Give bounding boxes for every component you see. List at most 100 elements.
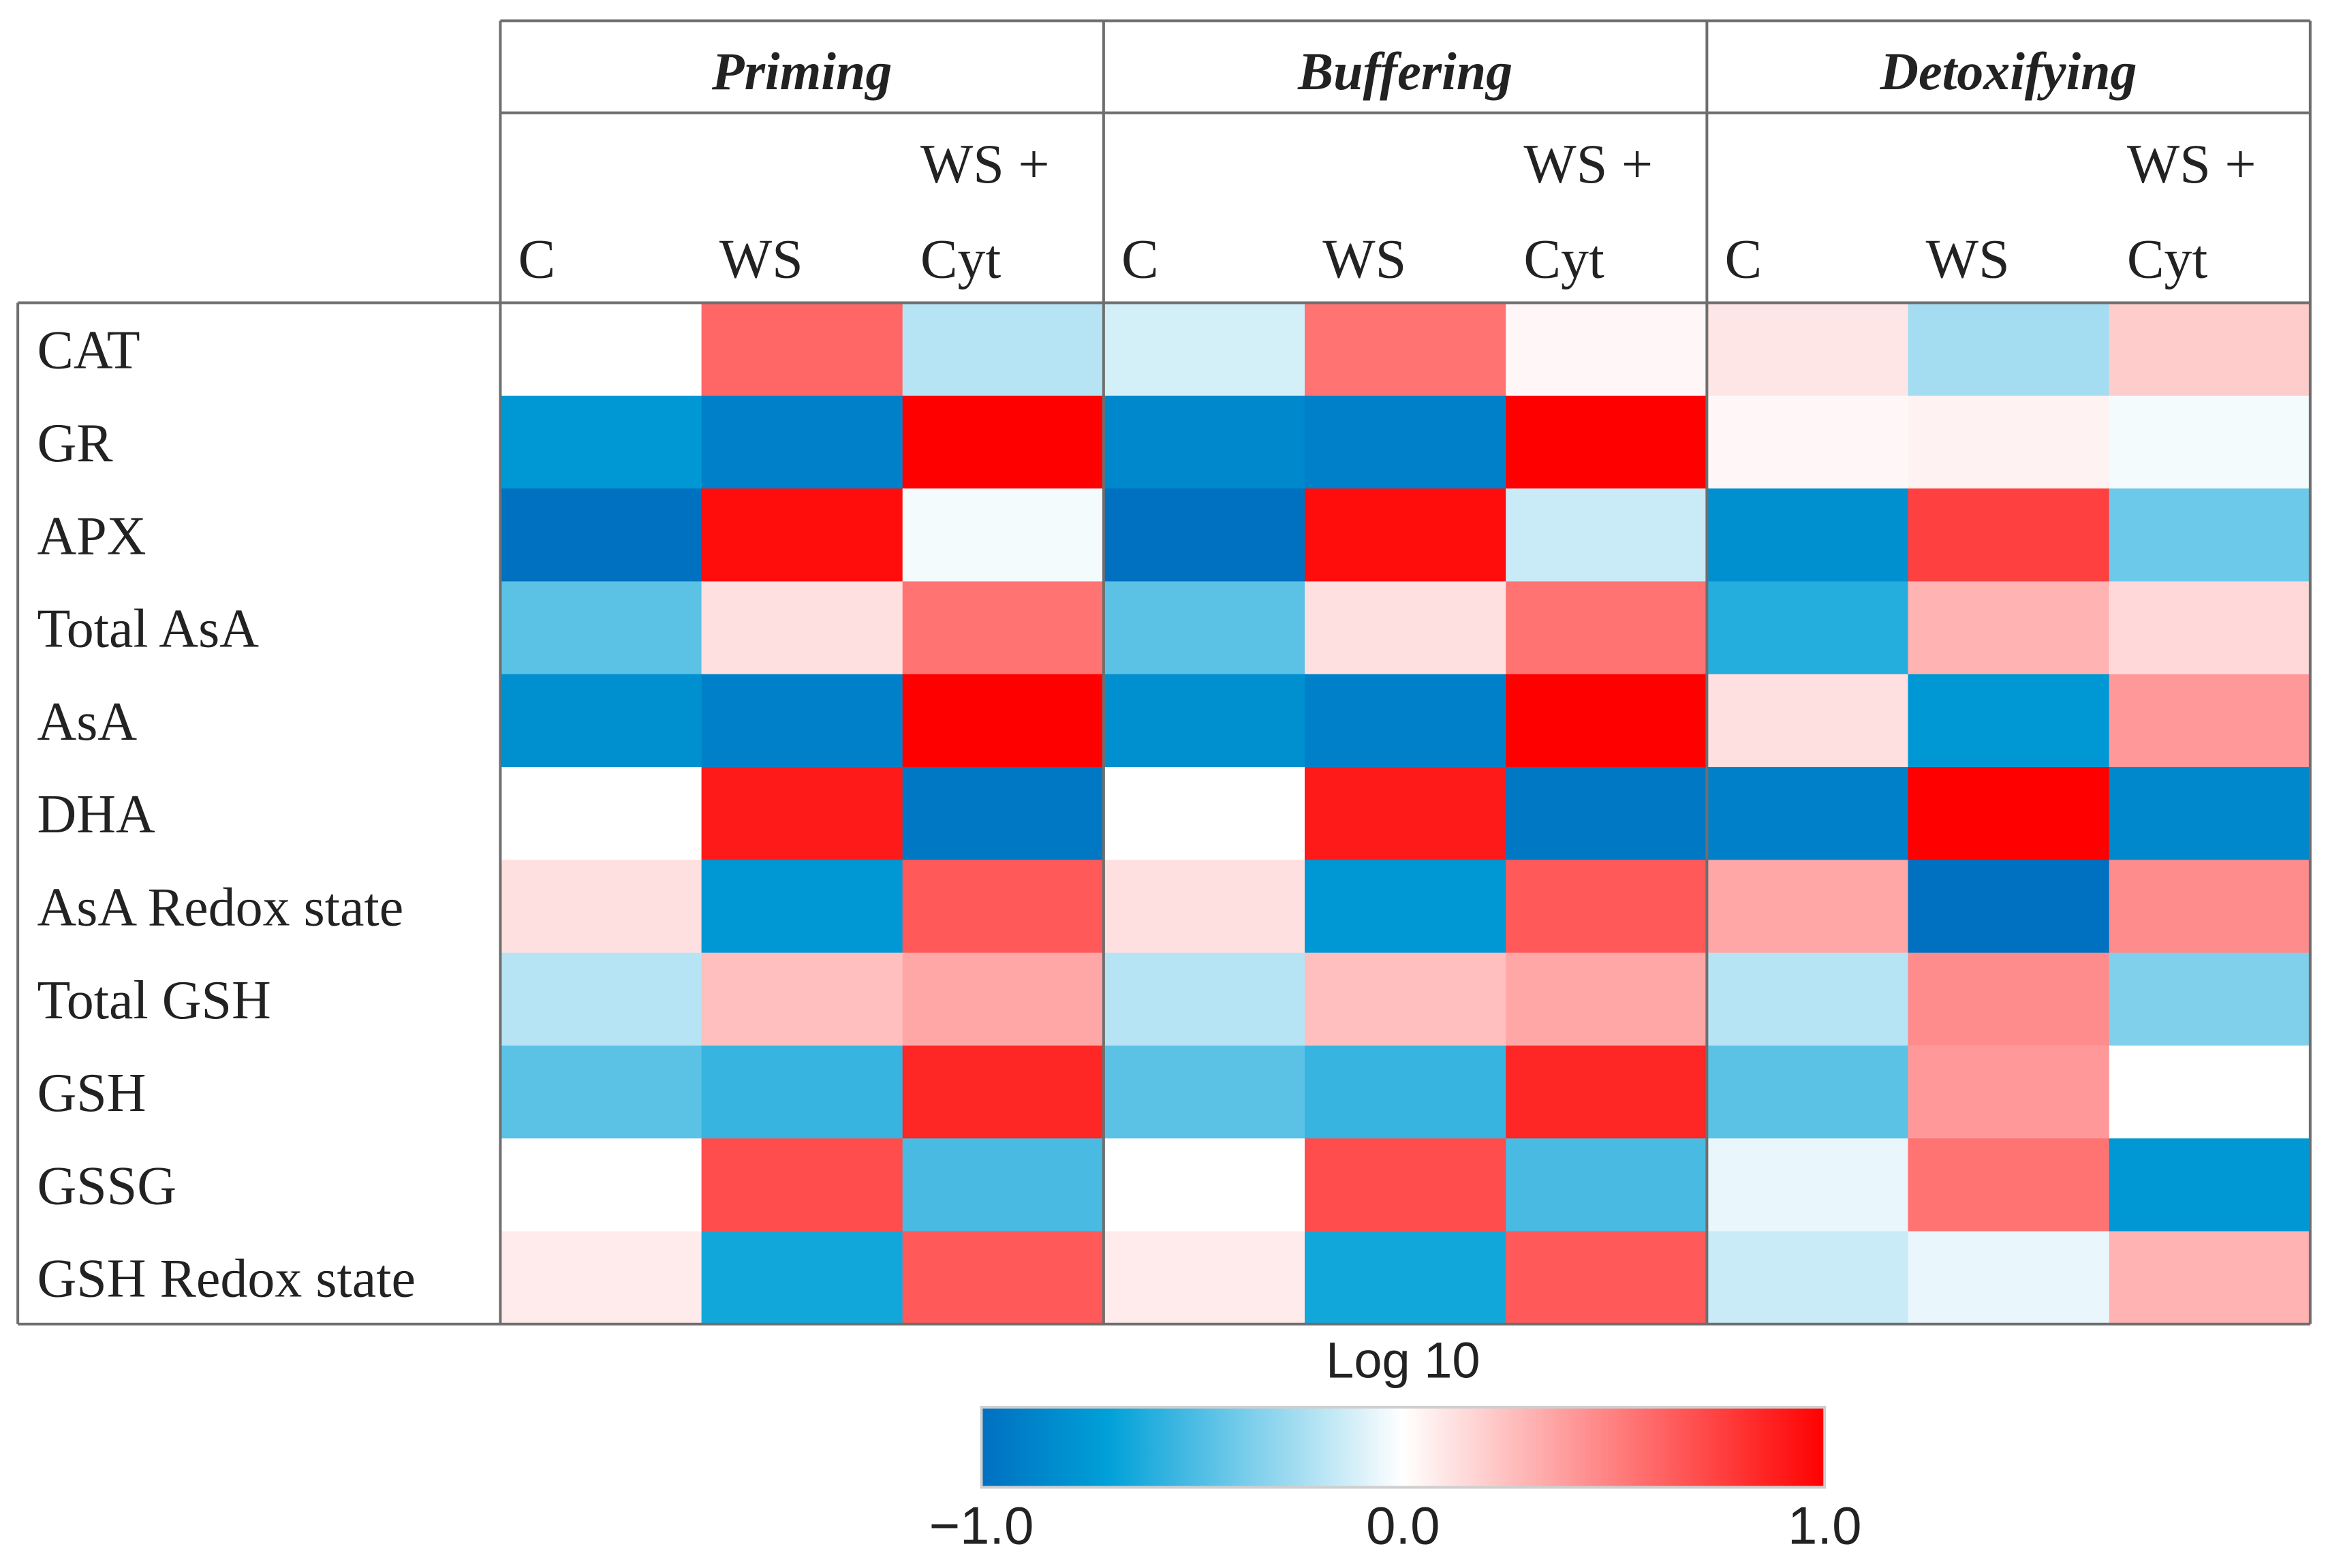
table-gridlines	[16, 19, 2312, 1326]
heatmap-cell	[701, 674, 903, 768]
condition-header: C	[518, 228, 556, 290]
condition-header: Cyt	[1523, 228, 1604, 290]
heatmap-cell	[1506, 1231, 1708, 1325]
heatmap-cell	[902, 952, 1104, 1046]
colorbar-gradient	[980, 1405, 1827, 1489]
heatmap-cell	[1103, 488, 1305, 582]
row-label: Total AsA	[37, 599, 259, 659]
heatmap-cell	[1305, 674, 1506, 768]
heatmap-cell	[1103, 302, 1305, 396]
heatmap-cell	[500, 1138, 702, 1232]
heatmap-cell	[500, 767, 702, 861]
heatmap-cell	[902, 1138, 1104, 1232]
colorbar-tick-label: 0.0	[1366, 1495, 1440, 1555]
heatmap-cell	[1707, 488, 1909, 582]
heatmap-cell	[1305, 1231, 1506, 1325]
heatmap-cell	[500, 1046, 702, 1140]
heatmap-cell	[500, 860, 702, 954]
row-label: GSH Redox state	[37, 1249, 416, 1309]
group-header-buffering: Buffering	[1297, 42, 1512, 101]
heatmap-cell	[902, 1231, 1104, 1325]
heatmap-cell	[1305, 395, 1506, 489]
heatmap-cell	[1707, 1046, 1909, 1140]
heatmap-cell	[1305, 1046, 1506, 1140]
heatmap-cell	[1103, 767, 1305, 861]
heatmap-cell	[1707, 302, 1909, 396]
heatmap-cell	[1707, 581, 1909, 675]
heatmap-cell	[1506, 674, 1708, 768]
heatmap-cell	[1305, 952, 1506, 1046]
heatmap-cell	[701, 1231, 903, 1325]
condition-header: Cyt	[2127, 228, 2208, 290]
heatmap-cell	[1506, 395, 1708, 489]
heatmap-cell	[1707, 1138, 1909, 1232]
group-header-priming: Priming	[711, 42, 892, 101]
heatmap-cell	[1908, 767, 2110, 861]
heatmap-cell	[2109, 1046, 2311, 1140]
heatmap-cell	[701, 860, 903, 954]
heatmap-cell	[902, 767, 1104, 861]
heatmap-cell	[2109, 395, 2311, 489]
heatmap-cell	[701, 302, 903, 396]
table-labels: Priming Buffering Detoxifying C WS WS + Cyt C WS…	[37, 42, 2256, 1309]
heatmap-cell	[1908, 395, 2110, 489]
heatmap-cell	[902, 581, 1104, 675]
condition-header-line1: WS +	[2127, 133, 2256, 195]
heatmap-cell	[1506, 581, 1708, 675]
heatmap-cell	[1707, 674, 1909, 768]
heatmap-cell	[1908, 1138, 2110, 1232]
heatmap-cell	[701, 767, 903, 861]
heatmap-cell	[902, 860, 1104, 954]
condition-header: WS	[1322, 228, 1406, 290]
heatmap-cell	[701, 581, 903, 675]
heatmap-cell	[2109, 1138, 2311, 1232]
heatmap-cell	[1908, 488, 2110, 582]
heatmap-cell	[902, 674, 1104, 768]
heatmap-cell	[1707, 395, 1909, 489]
colorbar-tick-label: 1.0	[1788, 1495, 1861, 1555]
heatmap-cell	[701, 1138, 903, 1232]
heatmap-cell	[1908, 674, 2110, 768]
row-label: GSSG	[37, 1156, 176, 1216]
row-label: Total GSH	[37, 971, 270, 1031]
heatmap-cell	[1707, 1231, 1909, 1325]
heatmap-cell	[1908, 860, 2110, 954]
heatmap-cell	[1103, 1138, 1305, 1232]
heatmap-cell	[2109, 488, 2311, 582]
heatmap-cell	[1908, 302, 2110, 396]
heatmap-cell	[500, 302, 702, 396]
group-header-detoxifying: Detoxifying	[1880, 42, 2137, 101]
condition-header-line1: WS +	[1523, 133, 1653, 195]
heatmap-cell	[1103, 581, 1305, 675]
heatmap-cell	[2109, 860, 2311, 954]
heatmap-cell	[1707, 860, 1909, 954]
row-label: APX	[37, 506, 146, 566]
heatmap-cells	[500, 302, 2311, 1325]
heatmap-cell	[1908, 1231, 2110, 1325]
heatmap-cell	[1506, 1138, 1708, 1232]
row-label: DHA	[37, 785, 155, 845]
heatmap-cell	[1305, 1138, 1506, 1232]
heatmap-cell	[1103, 395, 1305, 489]
heatmap-cell	[701, 952, 903, 1046]
colorbar-tick-label: −1.0	[929, 1495, 1034, 1555]
heatmap-cell	[1506, 488, 1708, 582]
heatmap-cell	[500, 952, 702, 1046]
heatmap-cell	[1908, 952, 2110, 1046]
heatmap-cell	[2109, 767, 2311, 861]
heatmap-cell	[1506, 302, 1708, 396]
condition-header-line1: WS +	[920, 133, 1050, 195]
condition-header: WS	[719, 228, 803, 290]
heatmap-cell	[1103, 674, 1305, 768]
heatmap-cell	[1908, 1046, 2110, 1140]
heatmap-cell	[902, 302, 1104, 396]
heatmap-cell	[1506, 952, 1708, 1046]
row-label: GSH	[37, 1063, 146, 1123]
heatmap-cell	[1103, 952, 1305, 1046]
heatmap-cell	[1305, 860, 1506, 954]
condition-header: Cyt	[920, 228, 1002, 290]
condition-header: WS	[1926, 228, 2010, 290]
heatmap-cell	[1506, 1046, 1708, 1140]
heatmap-cell	[701, 395, 903, 489]
